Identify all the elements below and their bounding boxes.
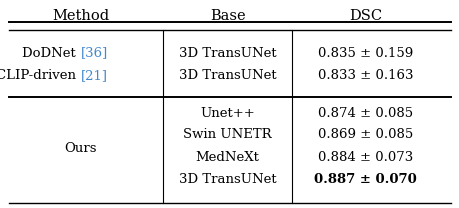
Text: [36]: [36]	[80, 47, 107, 59]
Text: Base: Base	[209, 9, 245, 23]
Text: MedNeXt: MedNeXt	[196, 151, 259, 163]
Text: 0.835 ± 0.159: 0.835 ± 0.159	[317, 47, 413, 59]
Text: Unet++: Unet++	[200, 107, 255, 120]
Text: 0.874 ± 0.085: 0.874 ± 0.085	[318, 107, 412, 120]
Text: 3D TransUNet: 3D TransUNet	[179, 173, 276, 186]
Text: Swin UNETR: Swin UNETR	[183, 128, 271, 141]
Text: 0.833 ± 0.163: 0.833 ± 0.163	[317, 69, 413, 82]
Text: 0.887 ± 0.070: 0.887 ± 0.070	[313, 173, 416, 186]
Text: CLIP-driven: CLIP-driven	[0, 69, 80, 82]
Text: 3D TransUNet: 3D TransUNet	[179, 69, 276, 82]
Text: Method: Method	[52, 9, 109, 23]
Text: Ours: Ours	[64, 142, 96, 155]
Text: 3D TransUNet: 3D TransUNet	[179, 47, 276, 59]
Text: 0.884 ± 0.073: 0.884 ± 0.073	[317, 151, 413, 163]
Text: [21]: [21]	[80, 69, 107, 82]
Text: DoDNet: DoDNet	[22, 47, 80, 59]
Text: DSC: DSC	[348, 9, 381, 23]
Text: 0.869 ± 0.085: 0.869 ± 0.085	[317, 128, 413, 141]
